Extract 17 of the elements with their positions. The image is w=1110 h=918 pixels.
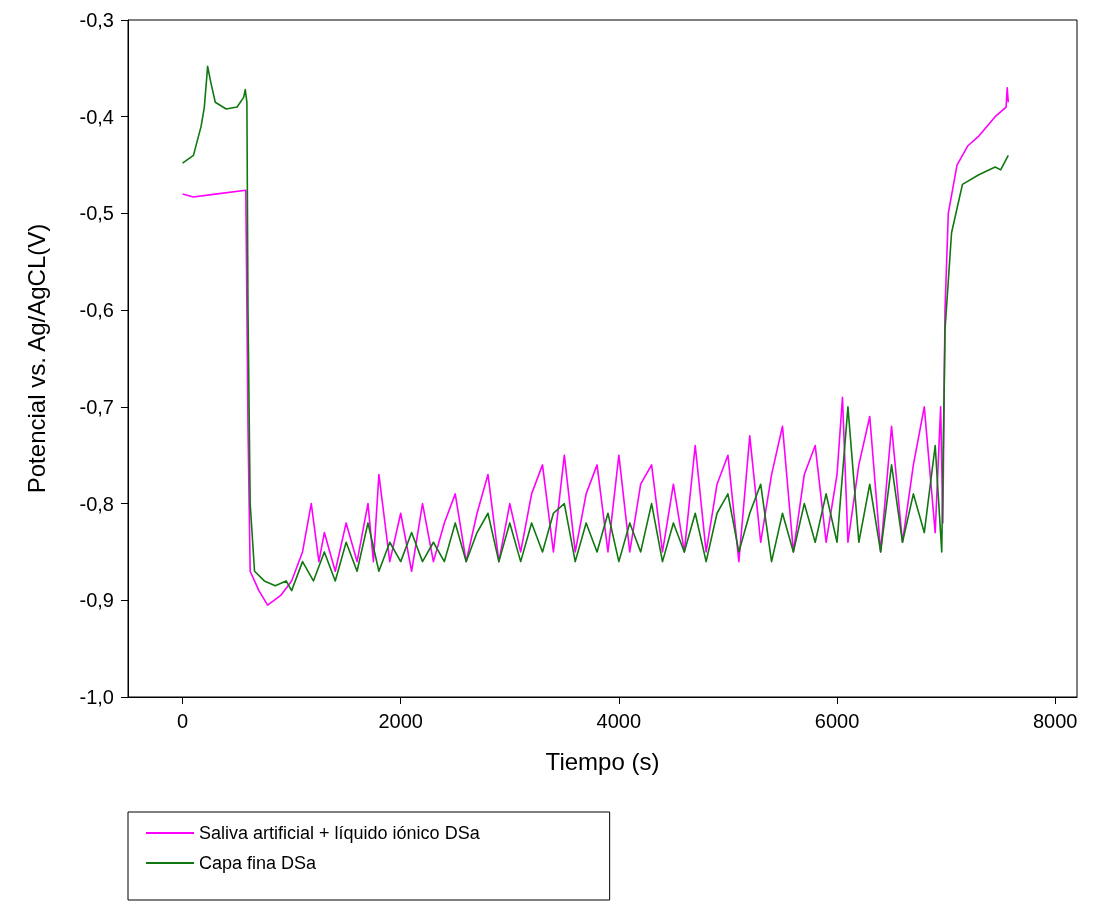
y-axis-title: Potencial vs. Ag/AgCL(V) — [22, 223, 50, 494]
x-tick-label: 6000 — [814, 710, 860, 732]
y-tick-label: -0,9 — [79, 589, 114, 612]
y-tick-label: -0,7 — [79, 395, 114, 418]
x-tick-label: 0 — [176, 710, 189, 732]
x-tick-label: 8000 — [1032, 710, 1078, 732]
y-tick-label: -0,5 — [79, 202, 114, 225]
legend-label: Saliva artificial + líquido iónico DSa — [199, 823, 481, 843]
y-tick-label: -0,6 — [79, 299, 114, 322]
y-tick-label: -0,3 — [79, 9, 114, 31]
x-axis-title: Tiempo (s) — [545, 747, 660, 775]
x-tick-label: 4000 — [596, 710, 642, 732]
y-tick-label: -0,4 — [79, 105, 114, 128]
legend-label: Capa fina DSa — [199, 853, 318, 873]
y-tick-label: -1,0 — [79, 686, 114, 708]
y-tick-label: -0,8 — [79, 492, 114, 515]
x-tick-label: 2000 — [378, 710, 423, 732]
